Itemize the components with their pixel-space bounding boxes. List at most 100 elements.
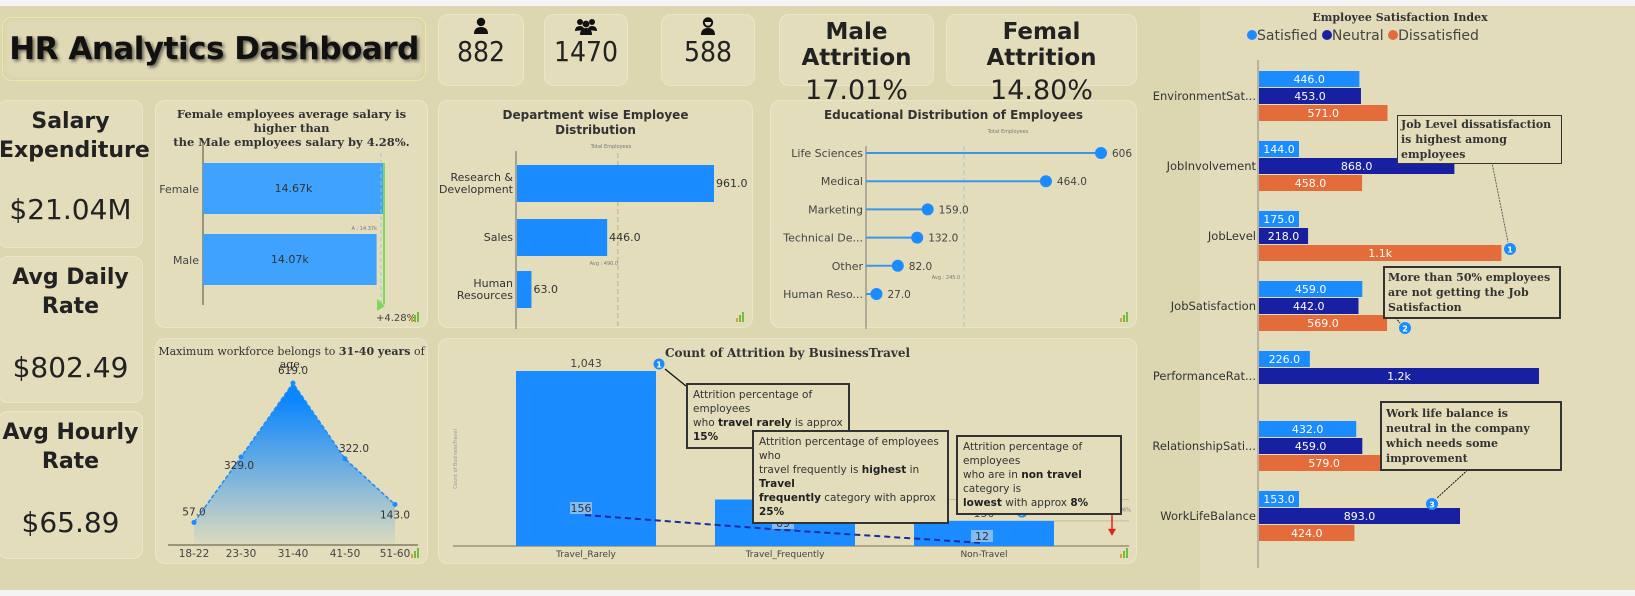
travel-category-label: Non-Travel bbox=[960, 550, 1007, 560]
age-point bbox=[191, 519, 197, 525]
department-subtitle: Total Employees bbox=[590, 144, 632, 150]
annotation-emphasis: non travel bbox=[1021, 469, 1082, 481]
age-value-label: 143.0 bbox=[380, 509, 410, 521]
travel-y-axis-label: Count of BusinessTravel bbox=[453, 429, 459, 489]
age-value-label: 329.0 bbox=[224, 460, 254, 472]
age-category-label: 23-30 bbox=[226, 548, 257, 560]
total-count-card[interactable]: 1470 bbox=[544, 14, 628, 86]
age-title-suffix: of age. bbox=[279, 345, 425, 371]
satisfaction-category-label: JobSatisfaction bbox=[1170, 299, 1256, 313]
satisfaction-bar bbox=[1259, 88, 1361, 104]
travel-bar bbox=[516, 371, 656, 546]
female-count-card[interactable]: 588 bbox=[661, 14, 755, 86]
salary-chart-title-2: the Male employees salary by 4.28%. bbox=[173, 135, 410, 149]
salary-variance-arrow bbox=[377, 299, 385, 311]
department-category-label: Human bbox=[473, 277, 513, 290]
salary-expenditure-card[interactable]: Salary Expenditure $21.04M bbox=[0, 100, 150, 248]
visual-icon bbox=[411, 312, 421, 322]
annotation-badge bbox=[1426, 498, 1438, 510]
annotation-text: Attrition percentage of employees bbox=[693, 389, 813, 415]
salary-category-label: Male bbox=[173, 254, 199, 267]
satisfaction-value-label: 453.0 bbox=[1294, 90, 1326, 103]
salary-average-label: A : 14.37k bbox=[352, 226, 378, 232]
satisfaction-bar bbox=[1259, 71, 1360, 87]
dashboard-title: HR Analytics Dashboard bbox=[9, 31, 419, 67]
male-attrition-card[interactable]: Male Attrition 17.01% bbox=[779, 14, 934, 106]
travel-chart-title: Count of Attrition by BusinessTravel bbox=[664, 346, 911, 360]
age-category-label: 51-60 bbox=[380, 548, 411, 560]
female-attrition-card[interactable]: Femal Attrition 14.80% bbox=[946, 14, 1137, 106]
avg-hourly-rate-card[interactable]: Avg Hourly Rate $65.89 bbox=[0, 411, 143, 559]
salary-bar bbox=[203, 234, 377, 285]
salary-expenditure-label-1: Salary bbox=[31, 109, 110, 134]
salary-category-label: Female bbox=[159, 183, 199, 196]
legend-neutral[interactable]: Neutral bbox=[1321, 28, 1384, 44]
attrition-line bbox=[584, 514, 984, 544]
legend-satisfied[interactable]: Satisfied bbox=[1247, 28, 1317, 44]
salary-expenditure-value: $21.04M bbox=[9, 193, 132, 226]
salary-value-label: 14.07k bbox=[271, 253, 309, 266]
department-category-label: Development bbox=[439, 183, 514, 196]
satisfaction-bar bbox=[1259, 211, 1299, 227]
age-value-label: 322.0 bbox=[339, 443, 369, 455]
age-value-label: 57.0 bbox=[182, 506, 205, 518]
satisfaction-bar bbox=[1259, 368, 1539, 384]
department-chart-card[interactable]: Department wise Employee Distribution To… bbox=[438, 100, 753, 329]
male-count-card[interactable]: 882 bbox=[438, 14, 524, 86]
department-bar bbox=[517, 165, 714, 202]
satisfaction-chart-card[interactable]: Employee Satisfaction Index Satisfied Ne… bbox=[1150, 8, 1635, 590]
education-chart-card[interactable]: Educational Distribution of Employees To… bbox=[770, 100, 1137, 329]
education-average-label: Avg : 245.0 bbox=[932, 275, 960, 281]
education-category-label: Medical bbox=[821, 175, 863, 188]
satisfaction-chart-title: Employee Satisfaction Index bbox=[1312, 11, 1488, 24]
satisfaction-value-label: 868.0 bbox=[1341, 160, 1373, 173]
department-value-label: 63.0 bbox=[533, 283, 558, 296]
travel-category-label: Travel_Frequently bbox=[745, 550, 826, 560]
annotation-emphasis: lowest bbox=[963, 497, 1002, 509]
satisfaction-bar bbox=[1259, 455, 1390, 471]
satisfaction-value-label: 1.2k bbox=[1387, 370, 1411, 383]
department-average-label: Avg : 490.0 bbox=[590, 261, 618, 267]
satisfaction-value-label: 459.0 bbox=[1295, 283, 1327, 296]
education-value-label: 132.0 bbox=[928, 233, 958, 245]
satisfaction-value-label: 446.0 bbox=[1293, 73, 1325, 86]
satisfaction-value-label: 1.1k bbox=[1368, 247, 1392, 260]
age-point bbox=[290, 380, 296, 386]
salary-variance-label: +4.28% bbox=[376, 313, 416, 324]
education-category-label: Marketing bbox=[808, 203, 863, 216]
visual-icon bbox=[1120, 312, 1130, 322]
female-user-icon bbox=[701, 17, 715, 35]
education-value-label: 464.0 bbox=[1057, 176, 1087, 188]
satisfaction-bar bbox=[1259, 281, 1363, 297]
legend-dissatisfied[interactable]: Dissatisfied bbox=[1388, 28, 1479, 44]
age-value-label: 619.0 bbox=[278, 365, 308, 377]
travel-chart-card[interactable]: Count of Attrition by BusinessTravel Cou… bbox=[438, 338, 1137, 564]
education-category-label: Life Sciences bbox=[791, 147, 863, 160]
satisfaction-bar bbox=[1259, 105, 1388, 121]
annotation-arrow bbox=[664, 368, 687, 387]
satisfaction-bar bbox=[1259, 141, 1299, 157]
satisfaction-bar bbox=[1259, 438, 1363, 454]
avg-daily-rate-card[interactable]: Avg Daily Rate $802.49 bbox=[0, 256, 143, 403]
avg-daily-rate-label-1: Avg Daily bbox=[12, 265, 129, 290]
education-chart: Total Employees Avg : 245.0 606 Life Scienc… bbox=[782, 129, 1132, 329]
education-value-label: 606 bbox=[1112, 148, 1132, 160]
satisfaction-annotation-1: Job Level dissatisfaction is highest amo… bbox=[1397, 115, 1562, 164]
age-category-label: 18-22 bbox=[179, 548, 210, 560]
legend-dot-satisfied bbox=[1247, 30, 1257, 40]
department-chart-title-2: Distribution bbox=[555, 123, 636, 137]
legend-label-satisfied: Satisfied bbox=[1257, 28, 1318, 44]
age-title-prefix: Maximum workforce belongs to bbox=[158, 345, 339, 358]
annotation-badge-number: 1 bbox=[656, 361, 662, 370]
travel-variance-label: -86% bbox=[1118, 508, 1131, 514]
satisfaction-value-label: 218.0 bbox=[1268, 230, 1300, 243]
travel-value-label: 1,043 bbox=[570, 357, 602, 370]
education-dot bbox=[1095, 147, 1107, 159]
age-chart: 57.0 18-22 329.0 23-30 619.0 31-40 322.0 41-50 1… bbox=[168, 365, 418, 560]
visual-icon bbox=[411, 548, 421, 558]
age-chart-card[interactable]: Maximum workforce belongs to 31-40 years… bbox=[155, 338, 428, 564]
travel-category-label: Travel_Rarely bbox=[555, 550, 616, 560]
education-chart-title: Educational Distribution of Employees bbox=[823, 108, 1084, 122]
salary-chart-card[interactable]: Female employees average salary is highe… bbox=[155, 100, 428, 328]
age-chart-title: Maximum workforce belongs to 31-40 years… bbox=[156, 345, 427, 371]
